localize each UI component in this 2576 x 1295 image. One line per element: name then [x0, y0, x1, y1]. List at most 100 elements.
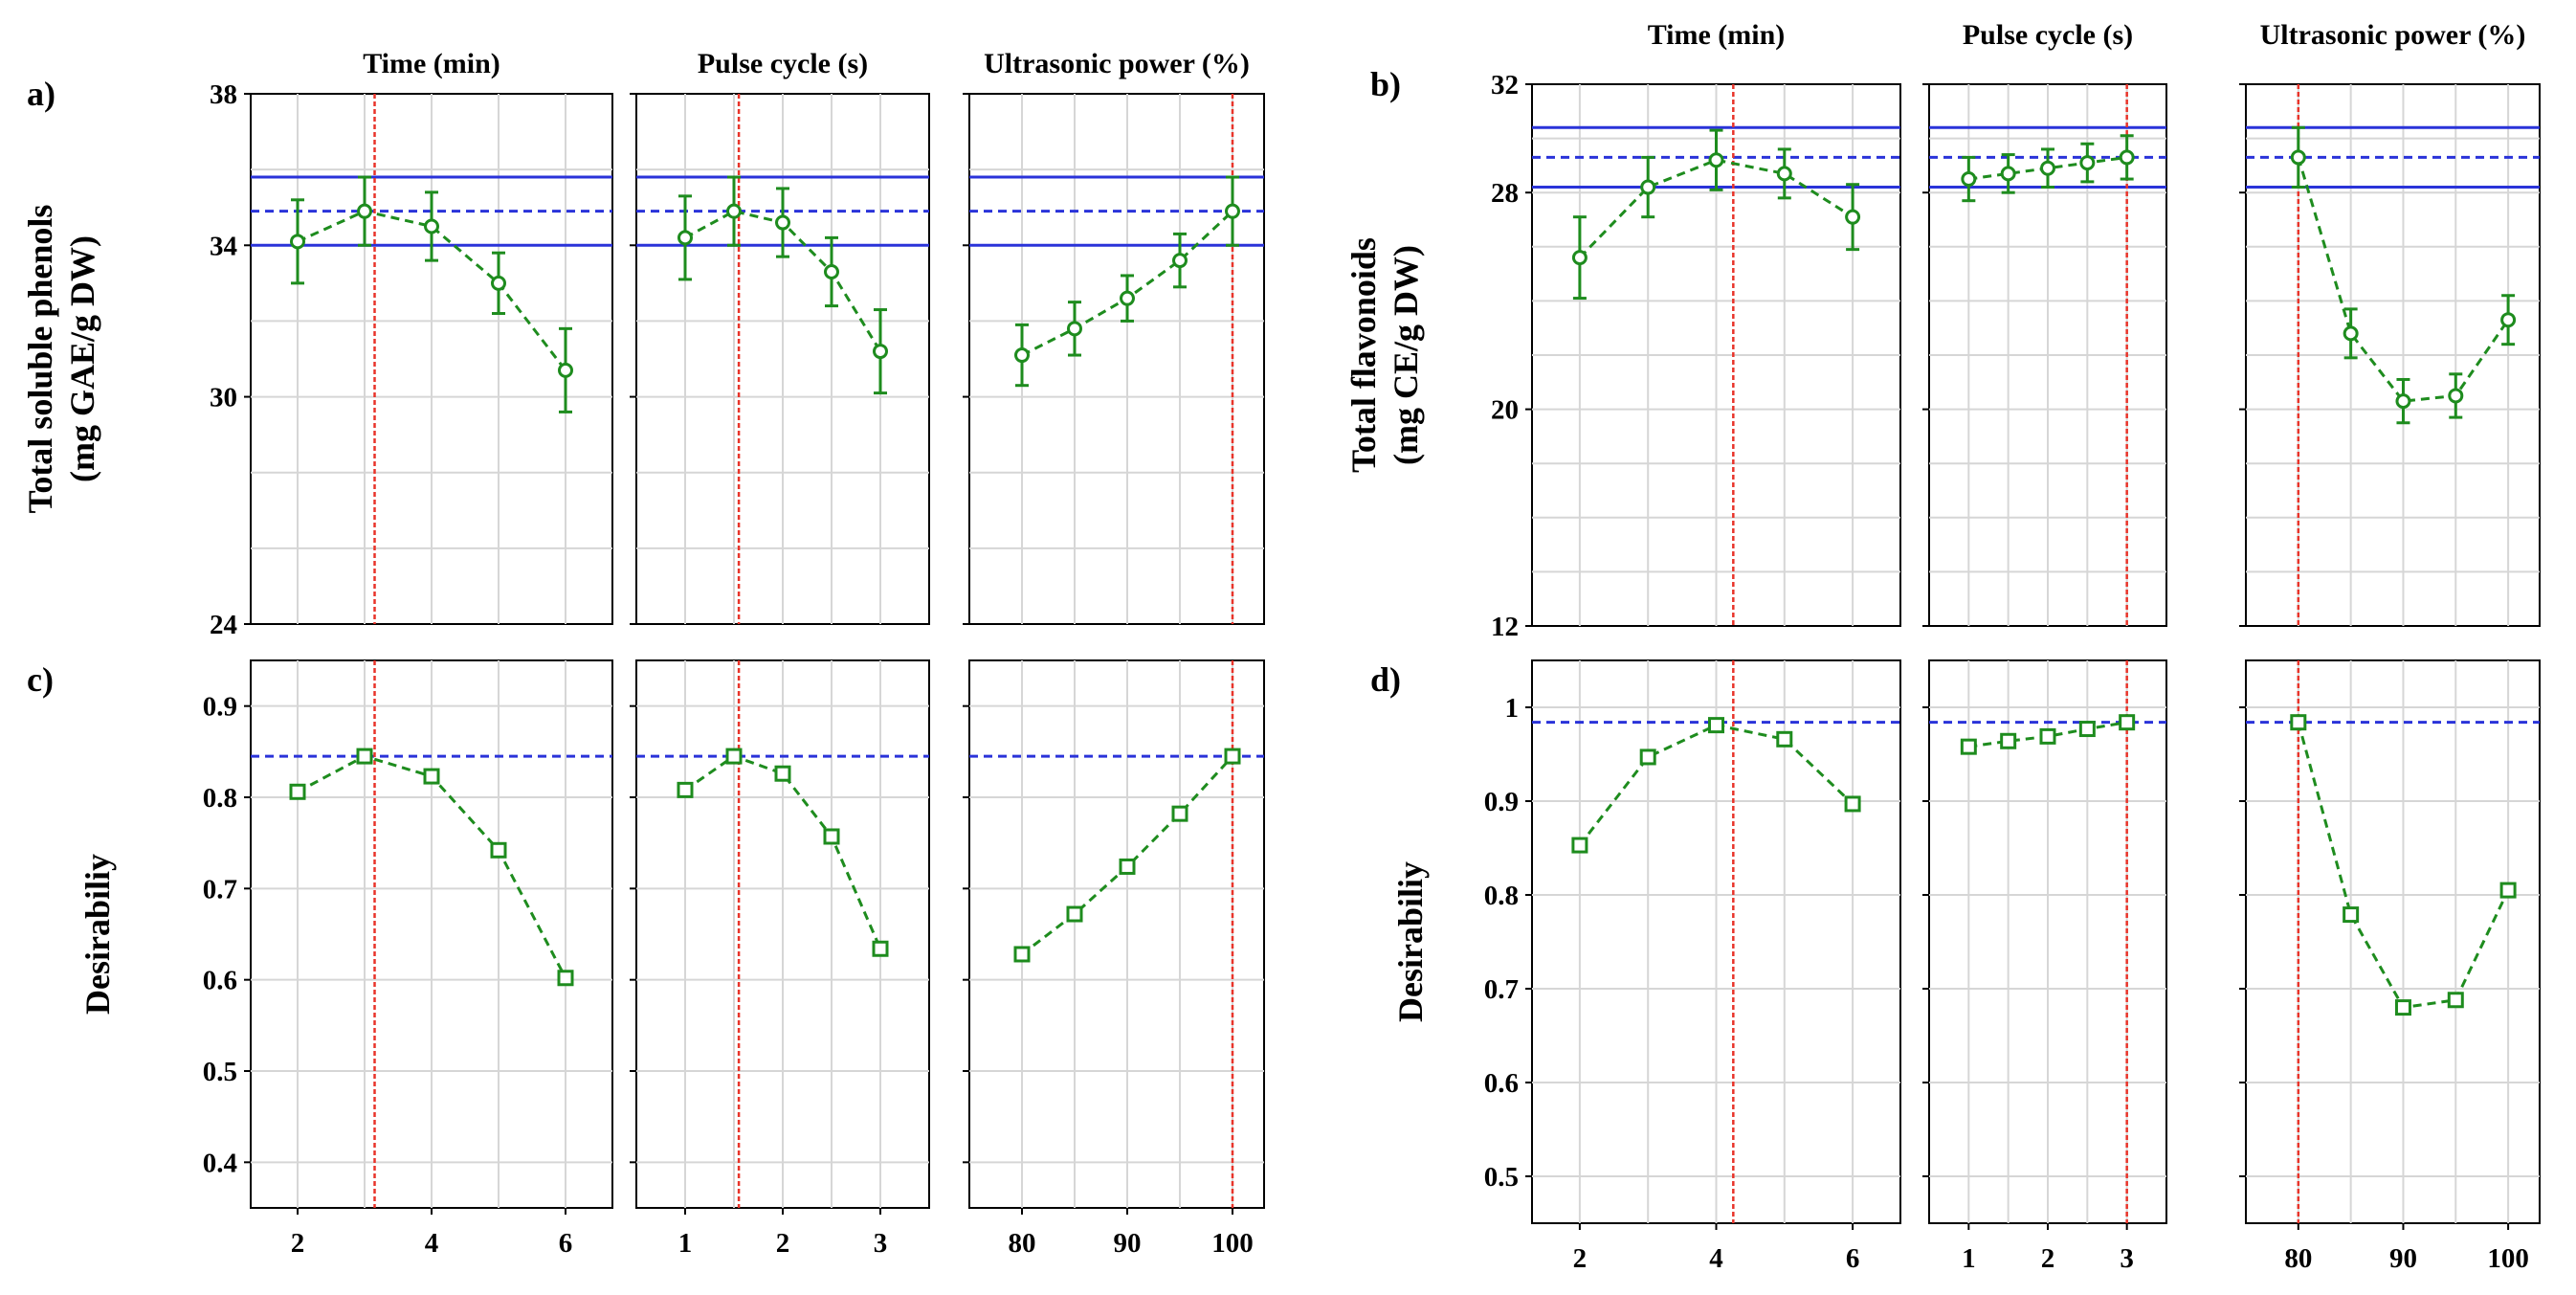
panel-label-b: b)	[1370, 65, 1401, 103]
y-axis-label-a: (mg GAE/g DW)	[63, 235, 101, 482]
y-tick-label: 0.4	[203, 1148, 237, 1178]
y-tick-label: 20	[1491, 395, 1519, 426]
x-tick-label: 3	[874, 1228, 888, 1259]
data-point	[1066, 905, 1083, 923]
x-tick-label: 2	[1573, 1243, 1588, 1274]
subplot-a-2: Pulse cycle (s)	[630, 48, 930, 625]
y-axis-label-a: Total soluble phenols	[21, 205, 59, 514]
y-axis-label-d: Desirabiliy	[1391, 861, 1430, 1022]
data-point	[424, 218, 439, 234]
column-title: Ultrasonic power (%)	[984, 48, 1250, 79]
data-point	[1708, 152, 1724, 168]
data-point	[2395, 393, 2411, 410]
data-point	[1014, 347, 1030, 364]
x-tick-label: 3	[2120, 1243, 2134, 1274]
data-point	[289, 783, 306, 800]
data-point	[677, 230, 693, 246]
y-tick-label: 0.9	[1484, 787, 1519, 817]
data-point	[1013, 946, 1031, 963]
column-title: Time (min)	[363, 48, 500, 79]
y-axis-label-b: Total flavonoids	[1344, 237, 1383, 473]
panel-d: d) Desirabiliy 0.5 0.6 0.7 0.8 0.9 1 2 4 6 1 2 3 80 90 1…	[1370, 659, 2541, 1274]
data-point	[491, 275, 506, 291]
data-point	[290, 234, 305, 250]
y-tick-label: 28	[1491, 178, 1519, 209]
y-tick-label: 0.5	[1484, 1162, 1519, 1193]
subplot-c-3: 80 90 100	[963, 659, 1265, 1259]
y-tick-label: 0.8	[1484, 881, 1519, 911]
data-point	[823, 828, 840, 845]
column-title: Pulse cycle (s)	[698, 48, 868, 79]
y-tick-label: 38	[210, 79, 237, 110]
subplot-b-3: Ultrasonic power (%)	[2239, 19, 2541, 627]
data-point	[2079, 155, 2096, 171]
data-point	[2448, 388, 2464, 404]
y-tick-label: 0.8	[203, 783, 237, 814]
data-point	[2343, 325, 2359, 342]
plot-frame	[968, 659, 1265, 1209]
y-tick-label: 0.6	[203, 966, 237, 996]
subplot-b-1: Time (min)	[1525, 19, 1901, 627]
plot-frame	[968, 93, 1265, 625]
plot-frame	[2245, 659, 2541, 1224]
y-tick-label: 0.7	[203, 874, 237, 904]
series-line	[684, 754, 882, 949]
data-point	[1708, 717, 1724, 734]
y-tick-label: 32	[1491, 70, 1519, 100]
data-point	[357, 203, 372, 219]
x-tick-label: 6	[559, 1228, 573, 1259]
data-point	[1961, 171, 1977, 188]
data-point	[2500, 312, 2517, 328]
data-point	[1119, 858, 1136, 875]
data-point	[1224, 748, 1241, 765]
data-point	[1960, 738, 1977, 755]
data-point	[557, 970, 574, 987]
data-point	[725, 748, 743, 765]
data-point	[2040, 160, 2055, 176]
data-point	[2290, 149, 2306, 166]
subplot-b-2: Pulse cycle (s)	[1922, 19, 2167, 627]
x-tick-label: 80	[2284, 1243, 2312, 1274]
data-point	[824, 263, 839, 279]
y-tick-label: 0.5	[203, 1057, 237, 1087]
data-point	[1639, 748, 1656, 766]
data-point	[1571, 837, 1588, 854]
data-point	[2343, 906, 2360, 924]
data-point	[2119, 149, 2135, 166]
data-point	[726, 203, 742, 219]
y-axis-label-c: Desirabiliy	[78, 854, 117, 1015]
series-line	[297, 210, 567, 371]
subplot-d-1: 2 4 6	[1525, 659, 1901, 1274]
panel-b: b) Total flavonoids (mg CE/g DW) 12 20 28 32 Ti…	[1344, 19, 2541, 642]
subplot-c-1: 2 4 6	[244, 659, 613, 1259]
y-tick-label: 30	[210, 383, 237, 413]
y-tick-label: 12	[1491, 612, 1519, 642]
x-tick-label: 2	[776, 1228, 790, 1259]
x-tick-label: 90	[1114, 1228, 1142, 1259]
data-point	[1120, 290, 1135, 306]
x-tick-label: 100	[1211, 1228, 1254, 1259]
data-point	[677, 781, 694, 798]
column-title: Pulse cycle (s)	[1963, 19, 2133, 51]
data-point	[1225, 203, 1240, 219]
data-point	[490, 841, 507, 859]
x-tick-label: 6	[1846, 1243, 1860, 1274]
y-axis-label-b: (mg CE/g DW)	[1387, 245, 1425, 465]
x-tick-label: 2	[291, 1228, 305, 1259]
y-tick-label: 0.9	[203, 692, 237, 723]
panel-label-d: d)	[1370, 660, 1401, 699]
data-point	[2000, 166, 2016, 182]
data-point	[2000, 732, 2017, 749]
panel-label-a: a)	[27, 75, 56, 113]
y-tick-label: 24	[210, 610, 237, 640]
x-tick-label: 4	[1709, 1243, 1723, 1274]
data-point	[2119, 714, 2136, 731]
x-tick-label: 100	[2487, 1243, 2529, 1274]
y-tick-label: 1	[1505, 693, 1520, 724]
subplot-c-2: 1 2 3	[630, 659, 930, 1259]
data-point	[1171, 805, 1188, 822]
data-point	[558, 362, 573, 378]
panel-c: c) Desirabiliy 0.4 0.5 0.6 0.7 0.8 0.9 2 4 6 1 2 3 80 9…	[27, 659, 1265, 1259]
subplot-a-1: Time (min)	[244, 48, 613, 625]
series-line	[1578, 158, 1854, 259]
